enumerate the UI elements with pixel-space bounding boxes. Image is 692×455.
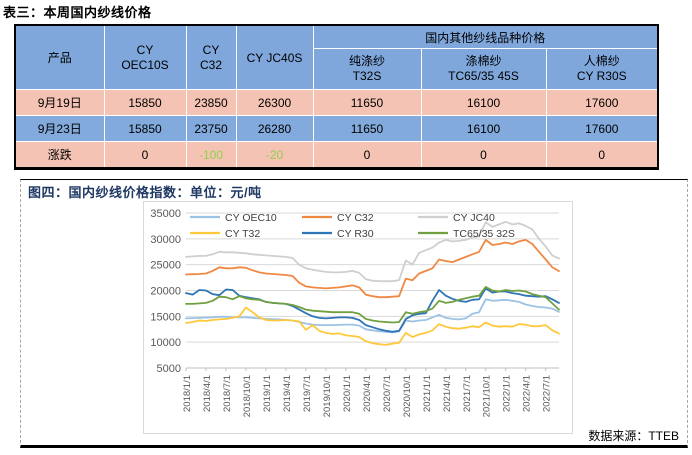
- table-cell: 0: [312, 141, 422, 169]
- x-axis-tick-label: 2019/1/1: [262, 375, 273, 412]
- x-axis-tick-label: 2021/4/1: [442, 375, 453, 412]
- x-axis-tick-label: 2020/10/1: [402, 375, 413, 417]
- column-header-cy-oec10s: CY OEC10S: [103, 24, 187, 90]
- x-axis-tick-label: 2019/7/1: [302, 375, 313, 412]
- y-axis-tick-label: 20000: [150, 286, 181, 298]
- column-header-cy-r30s: 人棉纱 CY R30S: [545, 48, 659, 90]
- table-cell: 26300: [235, 89, 314, 116]
- header-line: OEC10S: [121, 57, 169, 72]
- x-axis-tick-label: 2022/4/1: [522, 375, 533, 412]
- header-line: 人棉纱: [583, 54, 620, 68]
- legend-label: TC65/35 32S: [453, 228, 515, 240]
- table-cell: 16100: [420, 89, 547, 116]
- x-axis-tick-label: 2018/10/1: [242, 375, 253, 417]
- page-title: 表三：本周国内纱线价格: [3, 5, 152, 20]
- header-line: TC65/35 45S: [448, 69, 519, 83]
- x-axis-tick-label: 2020/4/1: [362, 375, 373, 412]
- x-axis-tick-label: 2018/7/1: [222, 375, 233, 412]
- table-cell: 11650: [312, 115, 422, 142]
- legend-label: CY OEC10: [225, 212, 277, 224]
- series-line-CY C32: [185, 239, 560, 299]
- header-line: C32: [199, 57, 222, 72]
- table-row-sep23: 9月23日 15850 23750 26280 11650 16100 1760…: [14, 115, 659, 142]
- column-header-cy-jc40s: CY JC40S: [235, 24, 314, 90]
- table-cell: 0: [420, 141, 547, 169]
- y-axis-tick-label: 10000: [150, 337, 181, 349]
- y-axis-tick-label: 30000: [150, 234, 181, 246]
- column-header-cy-c32: CY C32: [185, 24, 237, 90]
- column-header-product: 产品: [14, 24, 105, 90]
- legend-label: CY R30: [337, 228, 374, 240]
- group-header-other-yarns: 国内其他纱线品种价格: [312, 24, 659, 49]
- series-line-CY JC40: [185, 220, 560, 283]
- table-cell: 23750: [185, 115, 237, 142]
- series-line-CY T32: [185, 306, 560, 346]
- table-cell: 16100: [420, 115, 547, 142]
- x-axis-tick-label: 2019/10/1: [322, 375, 333, 417]
- x-axis-tick-label: 2022/1/1: [502, 375, 513, 412]
- x-axis-tick-label: 2018/1/1: [182, 375, 193, 412]
- figure-title: 图四：国内纱线价格指数：单位：元/吨: [28, 185, 262, 200]
- header-line: 涤棉纱: [465, 54, 502, 68]
- legend-label: CY T32: [225, 228, 260, 240]
- header-line: CY R30S: [576, 69, 627, 83]
- yarn-price-table: 产品 CY OEC10S CY C32 CY JC40S 国内其他纱线品种价格 …: [14, 24, 659, 170]
- series-line-CY OEC10: [185, 298, 560, 334]
- x-axis-tick-label: 2021/7/1: [462, 375, 473, 412]
- column-header-t32s: 纯涤纱 T32S: [312, 48, 422, 90]
- table-cell: 15850: [103, 115, 187, 142]
- header-line: CY: [136, 42, 154, 57]
- x-axis-tick-label: 2020/7/1: [382, 375, 393, 412]
- table-cell: 15850: [103, 89, 187, 116]
- x-axis-tick-label: 2018/4/1: [202, 375, 213, 412]
- x-axis-tick-label: 2019/4/1: [282, 375, 293, 412]
- table-cell: 0: [545, 141, 659, 169]
- line-chart-svg: 5000 10000 15000 20000 25000 30000 35000 2018/1…: [150, 208, 560, 417]
- legend-label: CY JC40: [453, 212, 495, 224]
- table-cell: 26280: [235, 115, 314, 142]
- series-line-TC65/35 32S: [185, 286, 560, 324]
- y-axis-tick-label: 35000: [150, 208, 181, 220]
- table-cell: -100: [185, 141, 237, 169]
- x-axis-tick-label: 2021/10/1: [482, 375, 493, 417]
- figure-container: 图四：国内纱线价格指数：单位：元/吨 5000 10000 15000 20000 25…: [20, 179, 688, 448]
- header-line: CY: [202, 42, 220, 57]
- data-source-note: 数据来源：TTEB: [588, 429, 679, 443]
- header-line: 纯涤纱: [348, 54, 385, 68]
- header-line: T32S: [352, 69, 382, 83]
- row-label: 9月23日: [14, 115, 105, 142]
- table-row-sep19: 9月19日 15850 23850 26300 11650 16100 1760…: [14, 89, 659, 116]
- x-axis-tick-label: 2020/1/1: [342, 375, 353, 412]
- yarn-price-chart: 5000 10000 15000 20000 25000 30000 35000 2018/1…: [143, 201, 573, 434]
- table-cell: -20: [235, 141, 314, 169]
- y-axis-tick-label: 25000: [150, 260, 181, 272]
- table-cell: 17600: [545, 115, 659, 142]
- table-row-change: 涨跌 0 -100 -20 0 0 0: [14, 141, 659, 169]
- table-cell: 23850: [185, 89, 237, 116]
- x-axis-tick-label: 2021/1/1: [422, 375, 433, 412]
- legend-label: CY C32: [337, 212, 374, 224]
- series-line-CY R30: [185, 287, 560, 333]
- table-cell: 17600: [545, 89, 659, 116]
- table-cell: 11650: [312, 89, 422, 116]
- row-label: 涨跌: [14, 141, 105, 169]
- y-axis-tick-label: 15000: [150, 311, 181, 323]
- table-cell: 0: [103, 141, 187, 169]
- column-header-tc6535: 涤棉纱 TC65/35 45S: [420, 48, 547, 90]
- row-label: 9月19日: [14, 89, 105, 116]
- y-axis-tick-label: 5000: [157, 363, 181, 375]
- x-axis-tick-label: 2022/7/1: [542, 375, 553, 412]
